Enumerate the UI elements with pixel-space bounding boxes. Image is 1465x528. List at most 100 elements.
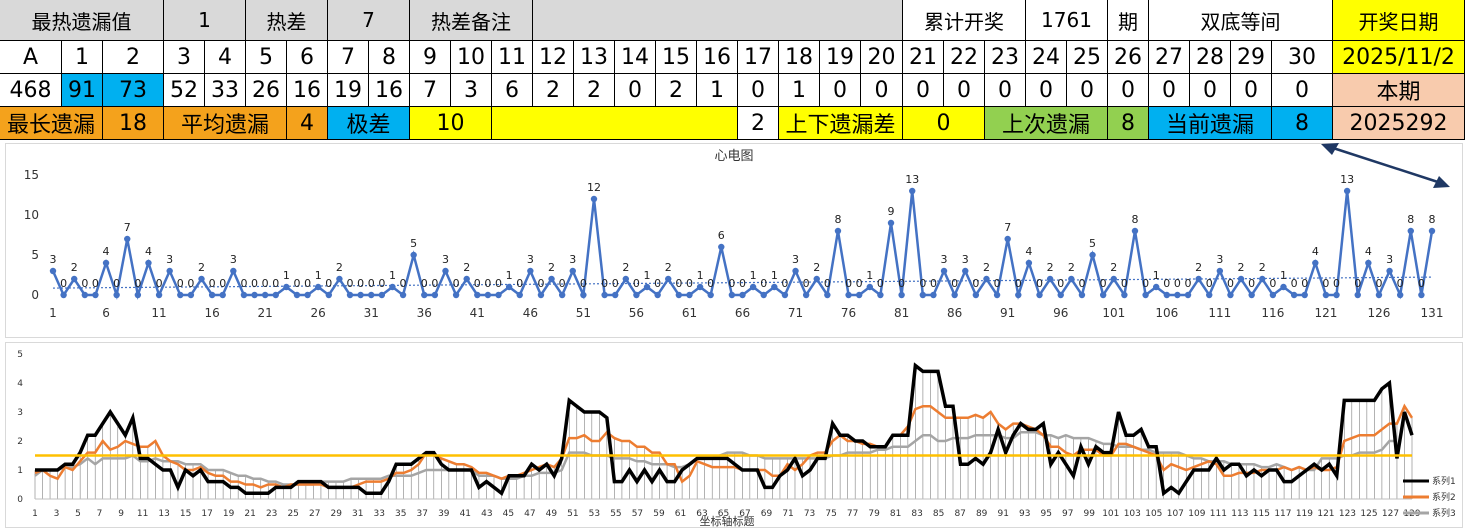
ecg-data-label: 0: [357, 277, 364, 290]
ecg-point: [1312, 259, 1319, 267]
miss-value-24: 0: [1026, 74, 1067, 107]
trend-x-tick: 25: [287, 509, 298, 519]
trend-x-tick: 63: [696, 509, 707, 519]
miss-value-14: 0: [615, 74, 656, 107]
ecg-data-label: 0: [347, 277, 354, 290]
hot-diff-label: 热差: [246, 0, 328, 41]
legend-label-2: 系列2: [1432, 491, 1456, 503]
ecg-point: [272, 291, 279, 299]
ecg-point: [198, 275, 205, 283]
ecg-data-label: 0: [686, 277, 693, 290]
ecg-point: [760, 291, 767, 299]
ecg-x-tick: 131: [1421, 306, 1444, 320]
col-header-21: 21: [903, 41, 944, 74]
trend-x-tick: 65: [718, 509, 729, 519]
ecg-data-label: 5: [1089, 237, 1096, 250]
ecg-point: [155, 291, 163, 299]
ecg-data-label: 0: [1269, 277, 1276, 290]
trend-x-tick: 47: [524, 509, 535, 519]
period-unit: 期: [1108, 0, 1149, 41]
ecg-point: [208, 291, 216, 299]
ecg-x-tick: 71: [788, 306, 803, 320]
ecg-data-label: 0: [994, 277, 1001, 290]
miss-value-30: 0: [1272, 74, 1333, 107]
ecg-point: [389, 283, 396, 291]
miss-value-15: 2: [656, 74, 697, 107]
miss-value-21: 0: [903, 74, 944, 107]
ecg-point: [304, 291, 311, 299]
ecg-point: [251, 291, 258, 299]
trend-x-tick: 111: [1210, 509, 1227, 519]
series-2-line: [34, 403, 1414, 489]
ecg-data-label: 0: [1301, 277, 1308, 290]
ecg-point: [113, 291, 120, 299]
ecg-point: [824, 291, 831, 299]
ecg-data-label: 12: [587, 181, 601, 194]
trend-x-tick: 81: [890, 509, 901, 519]
period-number: 2025292: [1333, 107, 1465, 140]
longest-miss-label: 最长遗漏: [0, 107, 103, 140]
col-header-11: 11: [492, 41, 533, 74]
ecg-point: [569, 267, 576, 275]
col-header-14: 14: [615, 41, 656, 74]
trend-x-tick: 95: [1041, 509, 1052, 519]
ecg-point: [707, 291, 714, 299]
col-header-20: 20: [861, 41, 903, 74]
ecg-point: [463, 275, 470, 283]
trend-y-tick: 0: [17, 495, 23, 505]
trend-x-tick: 31: [352, 509, 363, 519]
ecg-data-label: 3: [792, 253, 799, 266]
ecg-data-label: 0: [654, 277, 661, 290]
miss-value-0: 468: [0, 74, 62, 107]
ecg-x-tick: 126: [1368, 306, 1391, 320]
miss-value-5: 26: [246, 74, 287, 107]
ecg-point: [134, 291, 142, 299]
ecg-data-label: 2: [983, 261, 990, 274]
trend-x-tick: 35: [395, 509, 406, 519]
small-value: 2: [738, 107, 779, 140]
ecg-point: [378, 291, 386, 299]
ecg-data-label: 4: [1365, 245, 1372, 258]
ecg-point: [622, 275, 630, 283]
miss-value-22: 0: [944, 74, 985, 107]
ecg-data-label: 0: [559, 277, 566, 290]
ecg-data-label: 0: [1227, 277, 1234, 290]
ecg-x-tick: 26: [311, 306, 326, 320]
col-header-15: 15: [656, 41, 697, 74]
ecg-point: [505, 283, 513, 291]
miss-value-4: 33: [205, 74, 246, 107]
ecg-y-tick: 5: [31, 248, 39, 262]
ecg-data-label: 0: [1418, 277, 1425, 290]
longest-miss-value: 18: [103, 107, 164, 140]
trend-x-tick: 99: [1084, 509, 1096, 519]
current-miss-label: 当前遗漏: [1149, 107, 1272, 140]
ecg-point: [1418, 291, 1425, 299]
ecg-data-label: 1: [506, 269, 513, 282]
ecg-point: [781, 291, 789, 299]
ecg-point: [187, 291, 195, 299]
ecg-chart-title: 心电图: [714, 149, 753, 164]
ecg-point: [951, 291, 958, 299]
ecg-data-label: 0: [856, 277, 863, 290]
trend-x-tick: 11: [137, 509, 148, 519]
col-header-2: 2: [103, 41, 164, 74]
ecg-point: [718, 243, 725, 251]
col-header-10: 10: [451, 41, 492, 74]
ecg-y-tick: 0: [31, 288, 39, 302]
ecg-data-label: 2: [1195, 261, 1202, 274]
ecg-point: [1163, 291, 1171, 299]
col-header-A: A: [0, 41, 62, 74]
trend-x-tick: 97: [1062, 509, 1073, 519]
ecg-data-label: 8: [1407, 213, 1414, 226]
miss-value-6: 16: [287, 74, 328, 107]
trend-x-tick: 93: [1019, 509, 1030, 519]
trend-x-tick: 41: [460, 509, 471, 519]
trend-legend: 系列1 系列2 系列3: [1403, 475, 1456, 519]
col-header-26: 26: [1108, 41, 1149, 74]
ecg-point: [1343, 187, 1351, 195]
ecg-data-label: 0: [81, 277, 88, 290]
current-period-label: 本期: [1333, 74, 1465, 107]
ecg-x-tick: 36: [417, 306, 432, 320]
trend-x-tick: 33: [374, 509, 385, 519]
ecg-point: [749, 283, 757, 291]
